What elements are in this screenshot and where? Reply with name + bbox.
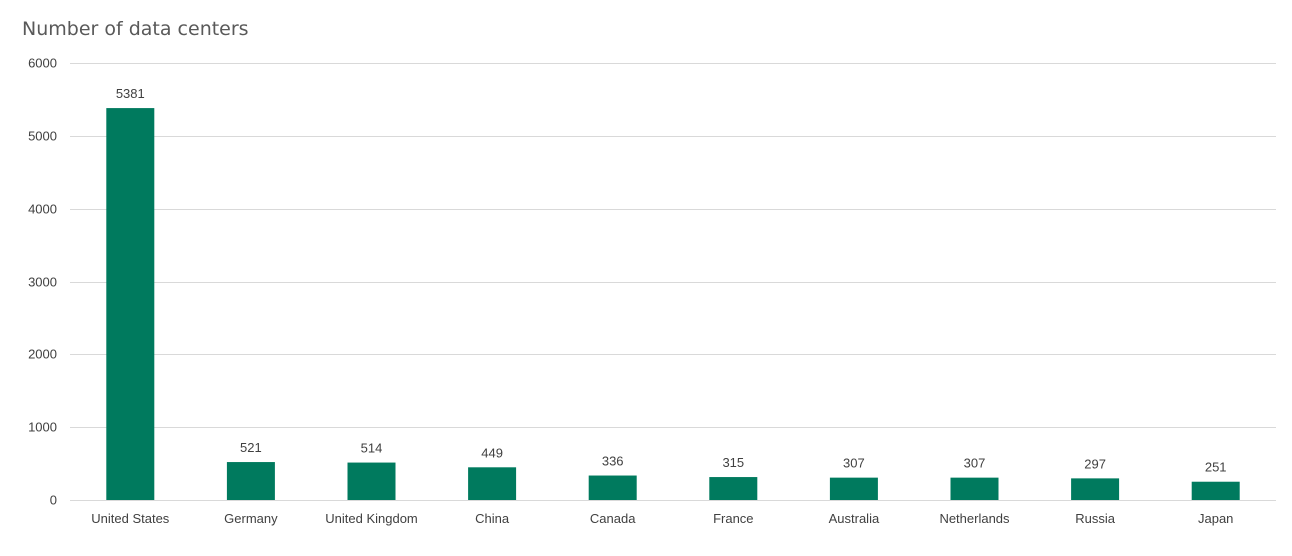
- y-tick-label: 6000: [28, 56, 57, 71]
- bar: [347, 462, 396, 500]
- y-tick-label: 0: [50, 493, 57, 508]
- category-label: Japan: [1198, 511, 1233, 526]
- x-axis-categories: United States Germany United Kingdom China C…: [91, 511, 1233, 526]
- category-label: Netherlands: [939, 511, 1010, 526]
- bar: [829, 477, 878, 500]
- bar: [1071, 478, 1120, 500]
- category-label: United Kingdom: [325, 511, 418, 526]
- bars: [106, 108, 1240, 500]
- data-label: 5381: [116, 86, 145, 101]
- y-tick-label: 3000: [28, 275, 57, 290]
- y-tick-label: 1000: [28, 420, 57, 435]
- bar: [950, 477, 999, 500]
- data-labels: 5381 521 514 449 336 315 307 307 297 251: [116, 86, 1227, 475]
- data-label: 336: [602, 454, 624, 469]
- y-axis-ticks: 0 1000 2000 3000 4000 5000 6000: [28, 56, 57, 508]
- bar: [588, 475, 637, 500]
- gridlines: [70, 63, 1276, 501]
- bar: [468, 467, 517, 500]
- data-label: 307: [964, 456, 986, 471]
- data-label: 297: [1084, 456, 1106, 471]
- bar: [709, 477, 758, 500]
- category-label: China: [475, 511, 510, 526]
- data-label: 315: [722, 455, 744, 470]
- category-label: Russia: [1075, 511, 1116, 526]
- data-label: 449: [481, 445, 503, 460]
- category-label: France: [713, 511, 753, 526]
- bar: [106, 108, 155, 500]
- category-label: Canada: [590, 511, 636, 526]
- y-tick-label: 4000: [28, 202, 57, 217]
- category-label: United States: [91, 511, 170, 526]
- bar: [1191, 481, 1240, 500]
- category-label: Germany: [224, 511, 278, 526]
- bar: [226, 462, 275, 500]
- data-label: 521: [240, 440, 262, 455]
- data-label: 307: [843, 456, 865, 471]
- y-tick-label: 5000: [28, 129, 57, 144]
- category-label: Australia: [829, 511, 880, 526]
- y-tick-label: 2000: [28, 347, 57, 362]
- data-label: 251: [1205, 460, 1227, 475]
- chart-title: Number of data centers: [22, 18, 249, 40]
- data-label: 514: [361, 441, 383, 456]
